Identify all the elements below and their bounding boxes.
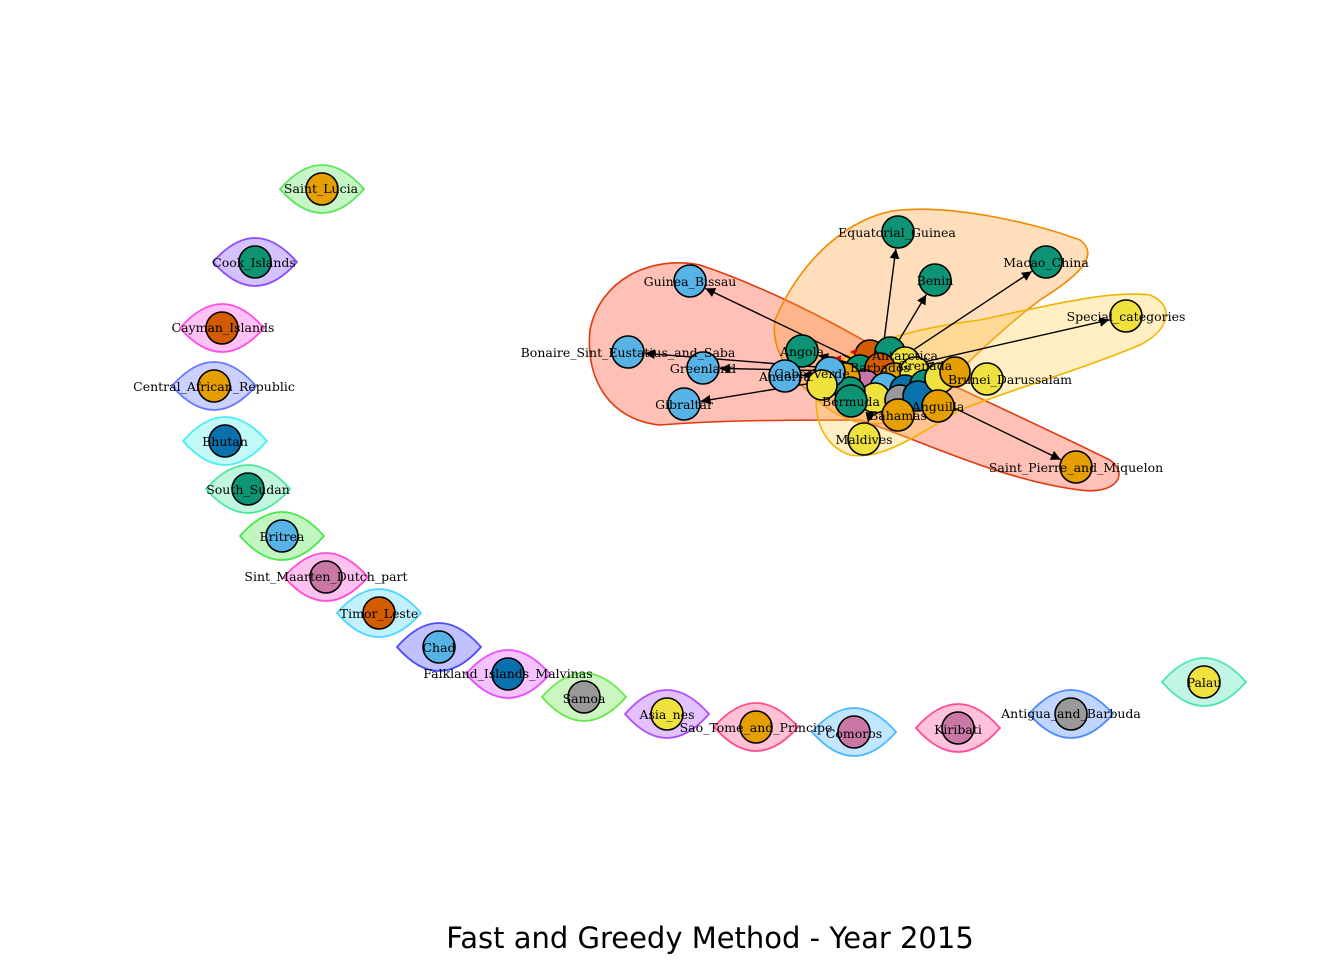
node-label-angola: Angola: [779, 344, 825, 359]
node-label-sao-tome-and-principe: Sao_Tome_and_Principe: [680, 720, 833, 735]
hub-node-19: [939, 356, 971, 388]
node-andorra: [768, 359, 802, 393]
node-guinea-bissau: [673, 264, 707, 298]
hub-arrowhead-1: [835, 355, 841, 361]
node-timor-leste: [362, 596, 396, 630]
node-label-kiribati: Kiribati: [934, 722, 982, 737]
node-label-special-categories: Special_categories: [1067, 309, 1186, 324]
node-falkland-islands-malvinas: [491, 657, 525, 691]
node-label-anguilla: Anguilla: [911, 399, 965, 414]
node-greenland: [686, 351, 720, 385]
node-saint-pierre-and-miquelon: [1059, 450, 1093, 484]
node-sint-maarten-dutch-part: [309, 560, 343, 594]
node-label-andorra: Andorra: [758, 369, 812, 384]
node-label-benin: Benin: [917, 273, 954, 288]
node-label-bhutan: Bhutan: [202, 434, 248, 449]
node-samoa: [567, 680, 601, 714]
node-label-macao-china: Macao_China: [1003, 255, 1089, 270]
node-equatorial-guinea: [881, 215, 915, 249]
node-south-sudan: [231, 472, 265, 506]
node-gibraltar: [667, 387, 701, 421]
node-label-cayman-islands: Cayman_Islands: [172, 320, 275, 335]
node-special-categories: [1109, 299, 1143, 333]
node-bahamas: [881, 398, 915, 432]
node-antigua-and-barbuda: [1054, 697, 1088, 731]
node-cayman-islands: [205, 311, 239, 345]
node-label-maldives: Maldives: [835, 432, 892, 447]
node-label-guinea-bissau: Guinea_Bissau: [644, 274, 737, 289]
node-saint-lucia: [305, 172, 339, 206]
node-label-bermuda: Bermuda: [822, 394, 880, 409]
hub-label-cabo-verde: Cabo_Verde: [774, 366, 849, 381]
node-eritrea: [265, 519, 299, 553]
node-comoros: [837, 715, 871, 749]
node-label-chad: Chad: [422, 640, 455, 655]
node-label-central-african-republic: Central_African_Republic: [133, 379, 295, 394]
node-label-cook-islands: Cook_Islands: [212, 255, 296, 270]
node-benin: [918, 263, 952, 297]
node-label-bahamas: Bahamas: [869, 408, 927, 423]
node-label-asia-nes: Asia_nes: [638, 707, 694, 722]
node-maldives: [847, 422, 881, 456]
node-bermuda: [834, 384, 868, 418]
node-angola: [785, 334, 819, 368]
node-brunei-darussalam: [970, 362, 1004, 396]
hub-node-20: [806, 369, 838, 401]
node-chad: [422, 630, 456, 664]
node-bonaire-sint-eustatius-and-saba: [611, 335, 645, 369]
node-cook-islands: [238, 245, 272, 279]
nodes: Saint_Lucia Cook_Islands Cayman_Islands Cen…: [133, 172, 1222, 749]
node-label-antigua-and-barbuda: Antigua_and_Barbuda: [1000, 706, 1141, 721]
node-label-saint-pierre-and-miquelon: Saint_Pierre_and_Miquelon: [989, 460, 1163, 475]
node-label-brunei-darussalam: Brunei_Darussalam: [948, 372, 1072, 387]
diagram-title: Fast and Greedy Method - Year 2015: [446, 921, 974, 955]
node-label-saint-lucia: Saint_Lucia: [284, 181, 359, 196]
hub-label-barbados: Barbados: [850, 360, 910, 375]
node-label-bonaire-sint-eustatius-and-saba: Bonaire_Sint_Eustatius_and_Saba: [521, 345, 736, 360]
node-label-eritrea: Eritrea: [260, 529, 305, 544]
node-asia-nes: [650, 697, 684, 731]
node-label-equatorial-guinea: Equatorial_Guinea: [838, 225, 956, 240]
node-label-comoros: Comoros: [826, 726, 882, 741]
node-label-falkland-islands-malvinas: Falkland_Islands_Malvinas: [423, 666, 592, 681]
node-kiribati: [941, 711, 975, 745]
node-bhutan: [208, 424, 242, 458]
node-label-palau: Palau: [1187, 675, 1222, 690]
hub-label-grenada: Grenada: [898, 358, 953, 373]
node-label-greenland: Greenland: [670, 361, 736, 376]
hub-label-antarctica: Antarctica: [871, 348, 939, 363]
node-macao-china: [1029, 245, 1063, 279]
node-label-gibraltar: Gibraltar: [655, 397, 713, 412]
hub-arrowhead-2: [850, 349, 856, 355]
node-label-sint-maarten-dutch-part: Sint_Maarten_Dutch_part: [244, 569, 407, 584]
node-central-african-republic: [197, 369, 231, 403]
node-palau: [1187, 665, 1221, 699]
node-label-south-sudan: South_Sudan: [206, 482, 290, 497]
node-label-timor-leste: Timor_Leste: [340, 606, 418, 621]
node-label-samoa: Samoa: [563, 691, 606, 706]
node-anguilla: [921, 389, 955, 423]
node-sao-tome-and-principe: [739, 710, 773, 744]
